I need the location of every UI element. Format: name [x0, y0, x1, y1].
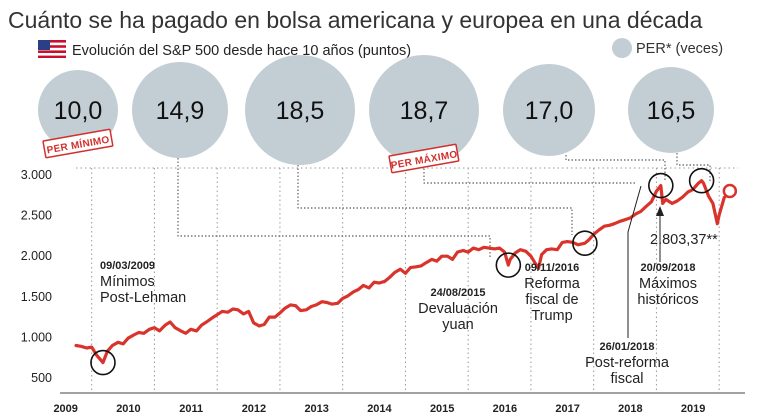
annotation-text: históricos — [637, 292, 698, 308]
per-bubble-value: 18,5 — [276, 97, 325, 125]
y-tick-label: 1.000 — [21, 330, 52, 344]
per-bubble-value: 17,0 — [525, 97, 574, 125]
annotation-text: Post-Lehman — [100, 290, 186, 306]
chart-highlights — [90, 167, 738, 376]
annotation-text: fiscal — [610, 371, 643, 387]
y-tick-label: 1.500 — [21, 290, 52, 304]
per-bubble — [245, 55, 355, 165]
chart-subtitle: Evolución del S&P 500 desde hace 10 años… — [72, 43, 411, 59]
x-tick-label: 2011 — [179, 403, 203, 415]
highlight-circle-4 — [688, 167, 715, 194]
per-bubble-value: 14,9 — [156, 97, 205, 125]
per-bubble — [38, 70, 118, 150]
per-connector-1 — [177, 158, 491, 258]
x-tick-label: 2015 — [430, 403, 454, 415]
annotation-arrowhead — [656, 206, 664, 216]
chart-title: Cuánto se ha pagado en bolsa americana y… — [8, 7, 703, 33]
per-stamp-border — [388, 143, 460, 174]
x-tick-label: 2009 — [53, 403, 77, 415]
per-bubble — [369, 55, 479, 165]
legend-label: PER* (veces) — [636, 41, 723, 57]
per-bubble — [628, 67, 714, 153]
annotation-text: Mínimos — [100, 274, 155, 290]
annotation-text: Post-reforma — [585, 355, 670, 371]
x-tick-label: 2017 — [555, 403, 579, 415]
y-tick-label: 2.000 — [21, 249, 52, 263]
us-flag-icon — [38, 40, 66, 58]
x-tick-label: 2010 — [116, 403, 140, 415]
annotation-date: 09/03/2009 — [100, 260, 155, 272]
x-tick-label: 2016 — [493, 403, 517, 415]
highlight-circle-0 — [90, 349, 116, 376]
annotation-text: Devaluación — [418, 301, 498, 317]
chart-axes: 500 1.000 1.500 2.000 2.500 3.000 2009 2010 2011… — [21, 168, 745, 415]
per-connector-2 — [297, 165, 573, 235]
per-connector-5 — [676, 153, 711, 183]
annotation-date: 09/11/2016 — [525, 262, 579, 274]
per-bubble-value: 18,7 — [400, 97, 449, 125]
per-connector-3 — [423, 165, 636, 184]
annotation-text: yuan — [442, 317, 473, 333]
per-bubble-value: 16,5 — [647, 97, 696, 125]
annotation-text: fiscal de — [525, 292, 578, 308]
y-tick-label: 500 — [31, 371, 52, 385]
x-tick-label: 2018 — [618, 403, 642, 415]
x-tick-label: 2012 — [242, 403, 266, 415]
x-tick-label: 2014 — [367, 403, 392, 415]
x-tick-label: 2019 — [681, 403, 705, 415]
highlight-circle-3 — [648, 172, 674, 199]
per-connectors — [177, 153, 711, 258]
highlight-circle-2 — [572, 230, 598, 257]
per-bubble — [503, 64, 595, 156]
x-tick-label: 2013 — [304, 403, 328, 415]
annotation-text: Reforma — [524, 276, 581, 292]
legend-swatch — [612, 38, 632, 58]
annotation-date: 24/08/2015 — [430, 287, 485, 299]
per-stamp-border — [42, 128, 114, 159]
highlight-circle-1 — [495, 252, 522, 278]
annotation-text: Máximos — [639, 276, 697, 292]
last-value-label: 2.803,37** — [650, 232, 718, 248]
chart-grid — [76, 167, 738, 392]
annotation-leader — [627, 185, 642, 338]
last-value-marker — [722, 183, 738, 199]
annotation-date: 26/01/2018 — [599, 341, 654, 353]
y-tick-label: 2.500 — [21, 209, 52, 223]
annotation-text: Trump — [531, 308, 572, 324]
per-bubble-value: 10,0 — [54, 97, 103, 125]
y-tick-label: 3.000 — [21, 168, 52, 182]
annotation-date: 20/09/2018 — [640, 262, 695, 274]
per-bubble — [132, 62, 228, 158]
